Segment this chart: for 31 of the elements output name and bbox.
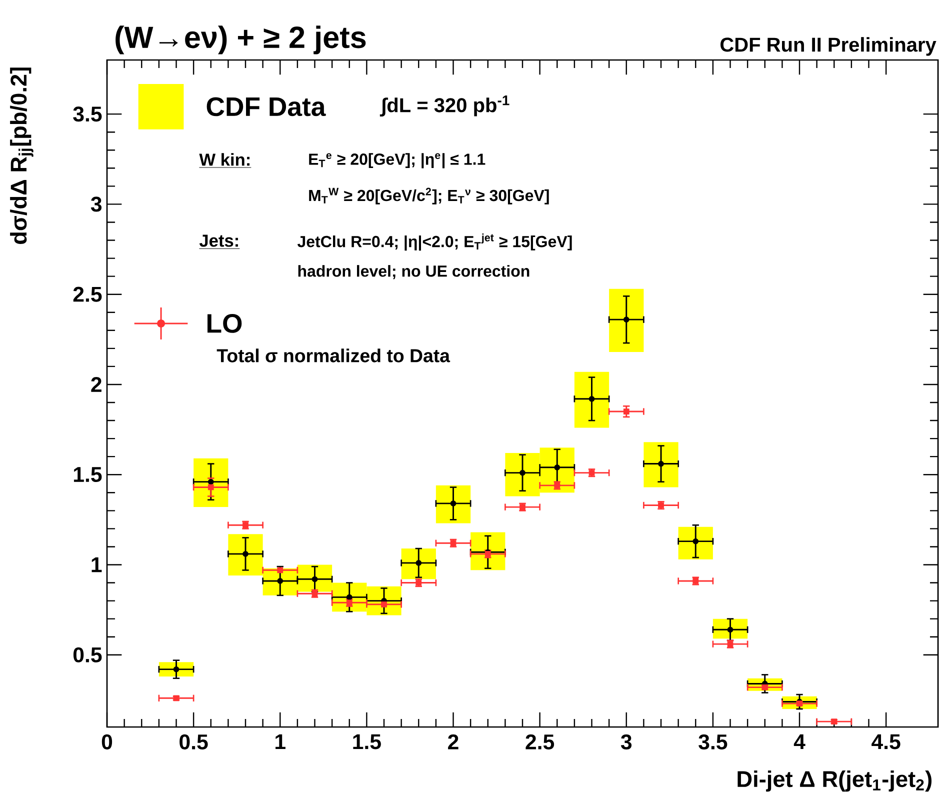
annotation: Jets: [199, 234, 238, 247]
text: CDF Run II Preliminary [720, 37, 936, 56]
y-tick-label: 2.5 [73, 286, 102, 302]
annotation: JetClu R=0.4; |η|<2.0; E$_{T}$$^{jet}$ ≥ 15[GeV] [297, 234, 572, 251]
x-tick-label: 3.5 [698, 734, 728, 750]
x-tick-label: 2.5 [526, 734, 554, 750]
x-tick-label: 2 [448, 734, 458, 750]
x-tick-label: 3 [620, 734, 632, 750]
x-tick-label: 4 [794, 734, 806, 750]
y-tick-label: 3.5 [73, 106, 102, 122]
annotation: hadron level; no UE correction [298, 265, 530, 280]
y-tick-label: 2 [91, 377, 102, 392]
legend-label: LO [208, 314, 242, 333]
annotation: E$_{T}$$^{e}$ ≥ 20[GeV]; |η$^{e}$| ≤ 1.1 [309, 153, 486, 168]
y-tick-label: 3 [90, 196, 102, 212]
y-tick-label: 0.5 [73, 647, 102, 662]
x-axis-title: Di-jet Δ R(jet$_{1}$-jet$_{2}$) [738, 770, 932, 792]
x-tick-label: 0.5 [180, 734, 208, 750]
x-tick-label: 0 [102, 734, 112, 750]
x-tick-label: 4.5 [872, 734, 900, 750]
annotation: Total σ normalized to Data [216, 348, 450, 362]
y-tick-label: 1 [92, 557, 102, 572]
annotation: W kin: [199, 153, 250, 166]
annotation: ∫dL = 320 pb$^{-1}$ [380, 96, 510, 117]
text: M$_{T}$$^{W}$ ≥ 20[GeV/c$^{2}$]; E$_{T}$$^{ν}$ ≥ 30[GeV] [309, 188, 549, 204]
x-tick-label: 1.5 [353, 734, 381, 750]
x-tick-label: 1 [276, 734, 286, 750]
legend-label: CDF Data [206, 97, 326, 116]
y-axis-title: dσ/dΔ R$_{jj}$[pb/0.2] [10, 68, 34, 244]
y-tick-label: 1.5 [74, 467, 102, 482]
chart-title: (W→eν) + ≥ 2 jets [116, 26, 366, 54]
